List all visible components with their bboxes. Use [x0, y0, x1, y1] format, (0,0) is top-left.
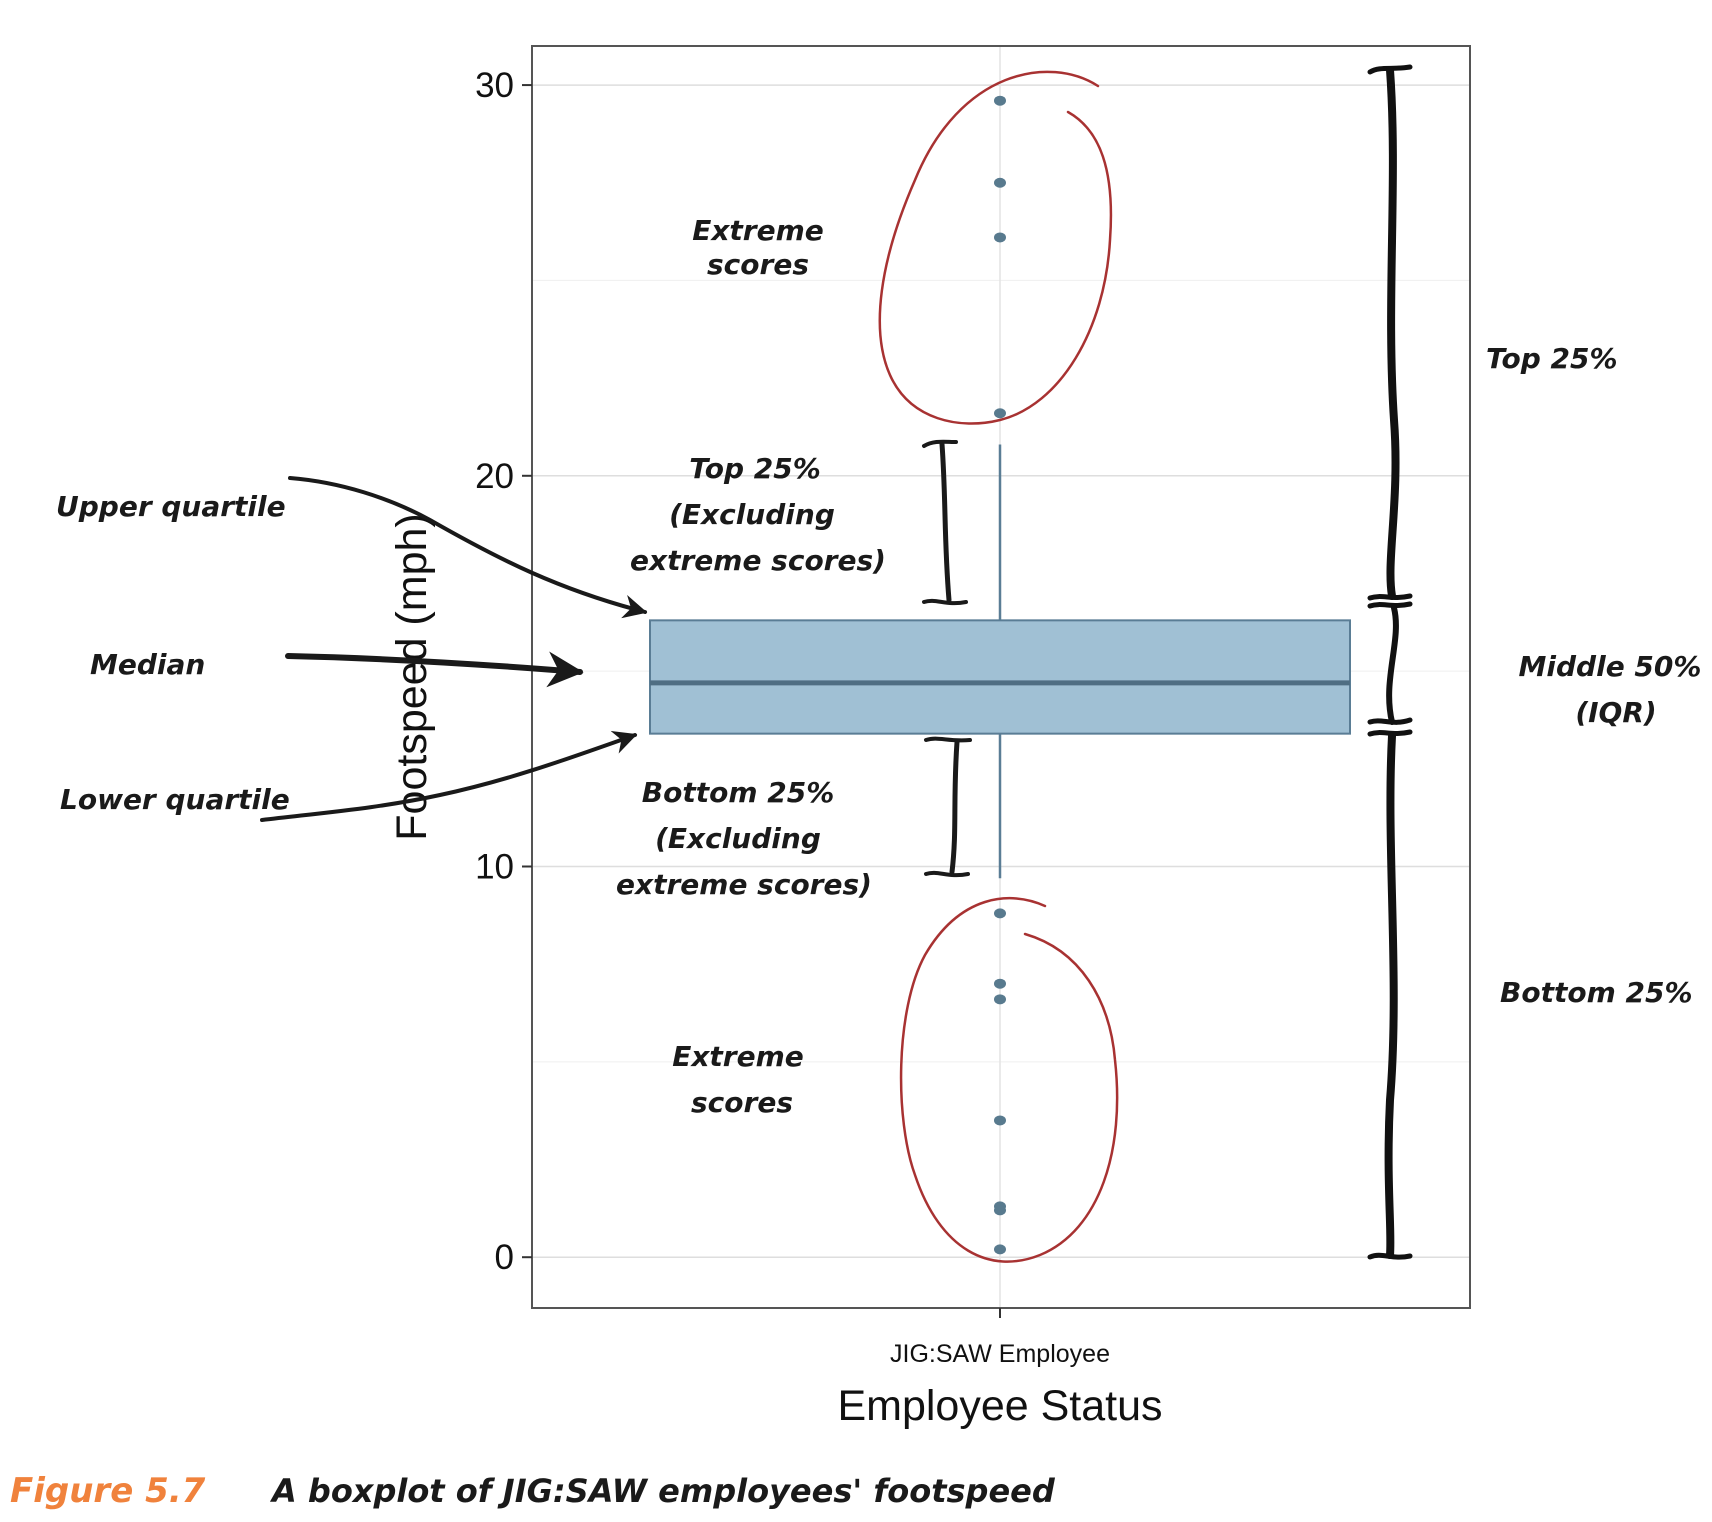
bottom-excl-label-1: Bottom 25%	[642, 776, 835, 809]
lower-quartile-arrow	[260, 730, 638, 822]
bottom-inner-bracket	[924, 736, 972, 878]
y-tick-label: 20	[475, 457, 514, 496]
top-outer-bracket	[1367, 64, 1413, 601]
caption-number: Figure 5.7	[10, 1471, 206, 1511]
extreme-top-label-1: Extreme	[692, 214, 824, 247]
top-25-label: Top 25%	[1486, 342, 1618, 375]
x-axis-title: Employee Status	[837, 1382, 1162, 1430]
bottom-excl-label-2: (Excluding	[655, 822, 821, 855]
top-excl-label-2: (Excluding	[669, 498, 835, 531]
outlier-point	[994, 177, 1006, 188]
middle-50-label-1: Middle 50%	[1519, 650, 1702, 683]
boxplot-marks	[649, 95, 1351, 1255]
top-excl-label-1: Top 25%	[689, 452, 821, 485]
extreme-top-label-2: scores	[707, 248, 809, 281]
extreme-bottom-label-2: scores	[691, 1086, 793, 1119]
extreme-bottom-label-1: Extreme	[672, 1040, 804, 1073]
upper-quartile-arrow	[288, 476, 648, 619]
middle-50-label-2: (IQR)	[1575, 696, 1656, 729]
outlier-point	[994, 1244, 1006, 1255]
outlier-point	[994, 908, 1006, 919]
bottom-outer-bracket	[1367, 729, 1413, 1260]
y-axis: 0 10 20 30	[475, 66, 532, 1277]
outlier-point	[994, 1115, 1006, 1126]
upper-quartile-label: Upper quartile	[56, 490, 286, 523]
bottom-extreme-circle	[899, 896, 1119, 1263]
inner-brackets	[922, 439, 972, 878]
caption-text: A boxplot of JIG:SAW employees' footspee…	[269, 1472, 1056, 1510]
lower-quartile-label: Lower quartile	[60, 783, 290, 816]
bottom-25-label: Bottom 25%	[1500, 976, 1693, 1009]
annotations: Upper quartile Median Lower quartile Ext…	[56, 214, 1701, 1119]
top-extreme-circle	[878, 70, 1113, 425]
median-arrow	[285, 651, 584, 688]
top-inner-bracket	[922, 439, 968, 606]
x-axis: JIG:SAW Employee Employee Status	[837, 1308, 1163, 1430]
x-category-label: JIG:SAW Employee	[890, 1340, 1110, 1368]
y-axis-title: Footspeed (mph)	[388, 513, 436, 840]
bottom-excl-label-3: extreme scores)	[616, 868, 872, 901]
y-tick-label: 0	[495, 1238, 514, 1277]
figure-caption: Figure 5.7 A boxplot of JIG:SAW employee…	[10, 1471, 1056, 1511]
y-tick-label: 30	[475, 66, 514, 105]
pointer-arrows	[260, 476, 648, 822]
median-label: Median	[90, 648, 205, 681]
extreme-circles	[878, 70, 1119, 1263]
top-excl-label-3: extreme scores)	[630, 544, 886, 577]
outlier-point	[994, 1205, 1006, 1216]
iqr-box	[649, 619, 1351, 735]
middle-outer-bracket	[1367, 601, 1413, 725]
outlier-point	[994, 994, 1006, 1005]
outlier-point	[994, 978, 1006, 989]
outer-brackets	[1367, 64, 1413, 1260]
outlier-point	[994, 408, 1006, 419]
y-tick-label: 10	[475, 847, 514, 886]
outlier-point	[994, 232, 1006, 243]
outlier-point	[994, 95, 1006, 106]
